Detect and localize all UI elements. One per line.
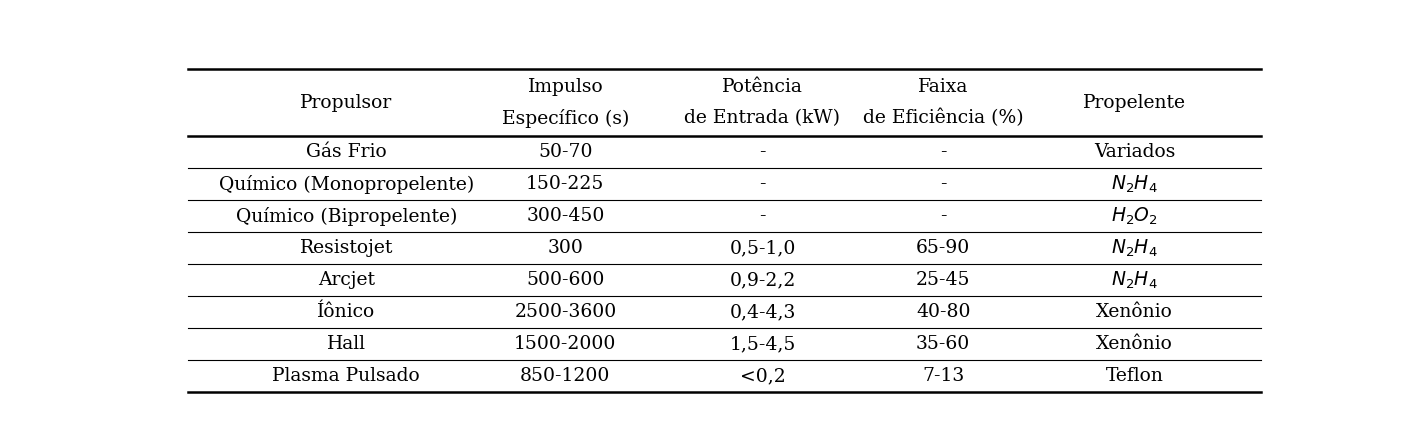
Text: 1,5-4,5: 1,5-4,5: [729, 335, 796, 353]
Text: 0,5-1,0: 0,5-1,0: [729, 239, 796, 257]
Text: -: -: [759, 143, 766, 161]
Text: 7-13: 7-13: [923, 367, 964, 385]
Text: -: -: [759, 175, 766, 193]
Text: <0,2: <0,2: [739, 367, 786, 385]
Text: -: -: [940, 175, 947, 193]
Text: $N_2H_4$: $N_2H_4$: [1112, 173, 1159, 195]
Text: $H_2O_2$: $H_2O_2$: [1112, 206, 1159, 227]
Text: $N_2H_4$: $N_2H_4$: [1112, 270, 1159, 291]
Text: 1500-2000: 1500-2000: [514, 335, 616, 353]
Text: 65-90: 65-90: [916, 239, 971, 257]
Text: 25-45: 25-45: [916, 271, 971, 289]
Text: Gás Frio: Gás Frio: [307, 143, 387, 161]
Text: Variados: Variados: [1094, 143, 1176, 161]
Text: Resistojet: Resistojet: [300, 239, 393, 257]
Text: 150-225: 150-225: [526, 175, 605, 193]
Text: Xenônio: Xenônio: [1096, 304, 1173, 321]
Text: de Entrada (kW): de Entrada (kW): [684, 109, 841, 127]
Text: Arcjet: Arcjet: [318, 271, 374, 289]
Text: 300-450: 300-450: [526, 207, 605, 225]
Text: Potência: Potência: [722, 78, 803, 96]
Text: Químico (Bipropelente): Químico (Bipropelente): [236, 207, 456, 226]
Text: -: -: [940, 143, 947, 161]
Text: Propelente: Propelente: [1084, 94, 1187, 112]
Text: 0,9-2,2: 0,9-2,2: [729, 271, 796, 289]
Text: 50-70: 50-70: [538, 143, 592, 161]
Text: 850-1200: 850-1200: [520, 367, 610, 385]
Text: Faixa: Faixa: [918, 78, 968, 96]
Text: $N_2H_4$: $N_2H_4$: [1112, 238, 1159, 259]
Text: 300: 300: [547, 239, 584, 257]
Text: Plasma Pulsado: Plasma Pulsado: [273, 367, 420, 385]
Text: 0,4-4,3: 0,4-4,3: [729, 304, 796, 321]
Text: 500-600: 500-600: [526, 271, 605, 289]
Text: Específico (s): Específico (s): [502, 109, 629, 128]
Text: Químico (Monopropelente): Químico (Monopropelente): [219, 175, 473, 194]
Text: 35-60: 35-60: [916, 335, 971, 353]
Text: Hall: Hall: [326, 335, 366, 353]
Text: Xenônio: Xenônio: [1096, 335, 1173, 353]
Text: de Eficiência (%): de Eficiência (%): [863, 109, 1023, 127]
Text: -: -: [940, 207, 947, 225]
Text: -: -: [759, 207, 766, 225]
Text: Teflon: Teflon: [1106, 367, 1164, 385]
Text: Impulso: Impulso: [527, 78, 603, 96]
Text: Propulsor: Propulsor: [300, 94, 393, 112]
Text: Íônico: Íônico: [318, 304, 376, 321]
Text: 2500-3600: 2500-3600: [514, 304, 616, 321]
Text: 40-80: 40-80: [916, 304, 971, 321]
